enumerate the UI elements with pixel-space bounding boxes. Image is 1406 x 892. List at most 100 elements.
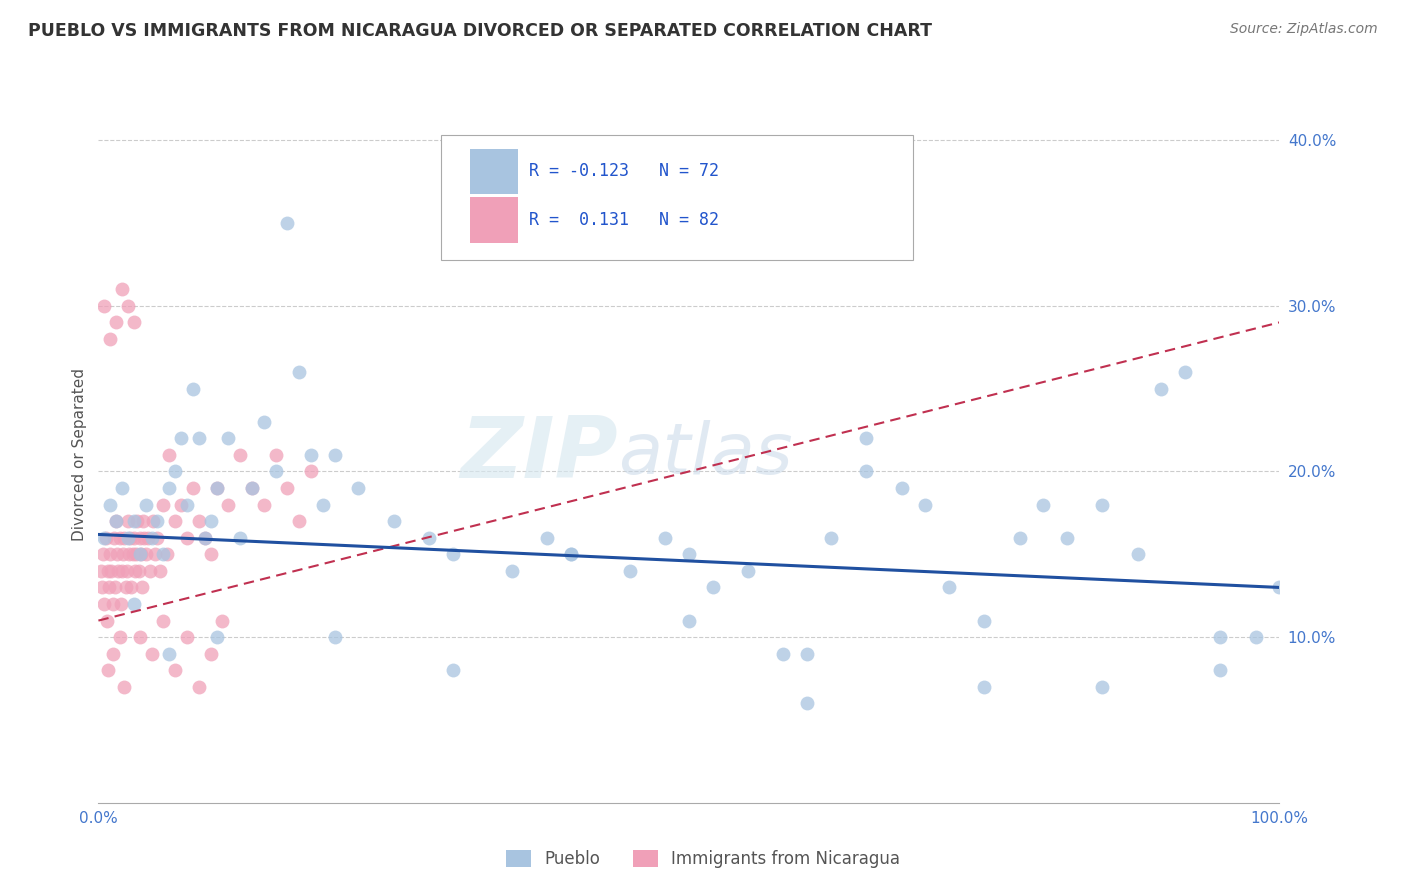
Point <box>93 597 115 611</box>
Text: atlas: atlas <box>619 420 793 490</box>
Point <box>200 647 222 661</box>
Point <box>1150 382 1173 396</box>
Point <box>441 663 464 677</box>
Point <box>796 647 818 661</box>
Point <box>98 581 121 595</box>
Point <box>288 514 311 528</box>
Point <box>205 481 228 495</box>
Point <box>139 564 162 578</box>
Point <box>104 581 127 595</box>
Point <box>501 564 523 578</box>
Point <box>121 581 143 595</box>
Point <box>165 663 187 677</box>
Point <box>141 647 163 661</box>
Point <box>200 514 222 528</box>
Point <box>142 514 165 528</box>
Point <box>194 531 217 545</box>
Point <box>1244 630 1267 644</box>
Point <box>105 315 128 329</box>
Point <box>165 465 187 479</box>
Point <box>170 431 193 445</box>
Point <box>176 498 198 512</box>
Point <box>323 630 346 644</box>
Point <box>678 614 700 628</box>
Point <box>129 547 152 561</box>
Point <box>323 448 346 462</box>
Point <box>149 564 172 578</box>
Point <box>820 531 842 545</box>
Point <box>1056 531 1078 545</box>
Point <box>157 481 180 495</box>
Point <box>938 581 960 595</box>
Point <box>125 547 148 561</box>
Point <box>973 614 995 628</box>
Point <box>187 680 209 694</box>
Point <box>141 531 163 545</box>
Point <box>276 481 298 495</box>
Point <box>855 465 877 479</box>
Point <box>101 647 124 661</box>
Point <box>200 547 222 561</box>
Point <box>299 448 322 462</box>
Point <box>103 531 125 545</box>
Point <box>347 481 370 495</box>
Point <box>165 514 187 528</box>
Point <box>100 564 122 578</box>
Point <box>105 514 128 528</box>
Point <box>135 498 157 512</box>
Point <box>229 531 252 545</box>
Point <box>120 531 142 545</box>
Point <box>112 531 135 545</box>
Point <box>96 614 118 628</box>
Point <box>288 365 311 379</box>
Point <box>97 564 120 578</box>
Point <box>1174 365 1197 379</box>
Y-axis label: Divorced or Separated: Divorced or Separated <box>72 368 87 541</box>
Point <box>187 514 209 528</box>
Point <box>112 680 135 694</box>
Point <box>211 614 233 628</box>
Point <box>678 547 700 561</box>
Point <box>98 332 121 346</box>
Text: R = -0.123   N = 72: R = -0.123 N = 72 <box>530 162 720 180</box>
Point <box>146 531 169 545</box>
Point <box>418 531 440 545</box>
Point <box>157 448 180 462</box>
Point <box>105 514 128 528</box>
Point <box>176 531 198 545</box>
Point <box>654 531 676 545</box>
Bar <box>471 149 517 194</box>
Point <box>117 531 139 545</box>
Point <box>132 514 155 528</box>
Point <box>181 481 204 495</box>
Point <box>253 498 276 512</box>
Point <box>152 498 174 512</box>
Point <box>131 581 153 595</box>
Point <box>796 697 818 711</box>
Point <box>737 564 759 578</box>
Point <box>205 630 228 644</box>
Point <box>111 282 134 296</box>
Point <box>441 547 464 561</box>
Point <box>90 564 112 578</box>
Point <box>127 514 149 528</box>
Point <box>702 581 724 595</box>
Text: PUEBLO VS IMMIGRANTS FROM NICARAGUA DIVORCED OR SEPARATED CORRELATION CHART: PUEBLO VS IMMIGRANTS FROM NICARAGUA DIVO… <box>28 22 932 40</box>
Point <box>122 531 145 545</box>
Point <box>128 531 150 545</box>
Point <box>93 531 115 545</box>
Point <box>152 547 174 561</box>
Point <box>1268 581 1291 595</box>
Point <box>134 531 156 545</box>
Point <box>136 531 159 545</box>
Point <box>855 431 877 445</box>
Bar <box>471 197 517 243</box>
Point <box>264 448 287 462</box>
Point <box>264 465 287 479</box>
Point <box>217 431 239 445</box>
Point <box>107 564 129 578</box>
Point <box>94 531 117 545</box>
Point <box>1032 498 1054 512</box>
Point <box>205 481 228 495</box>
Point <box>101 597 124 611</box>
